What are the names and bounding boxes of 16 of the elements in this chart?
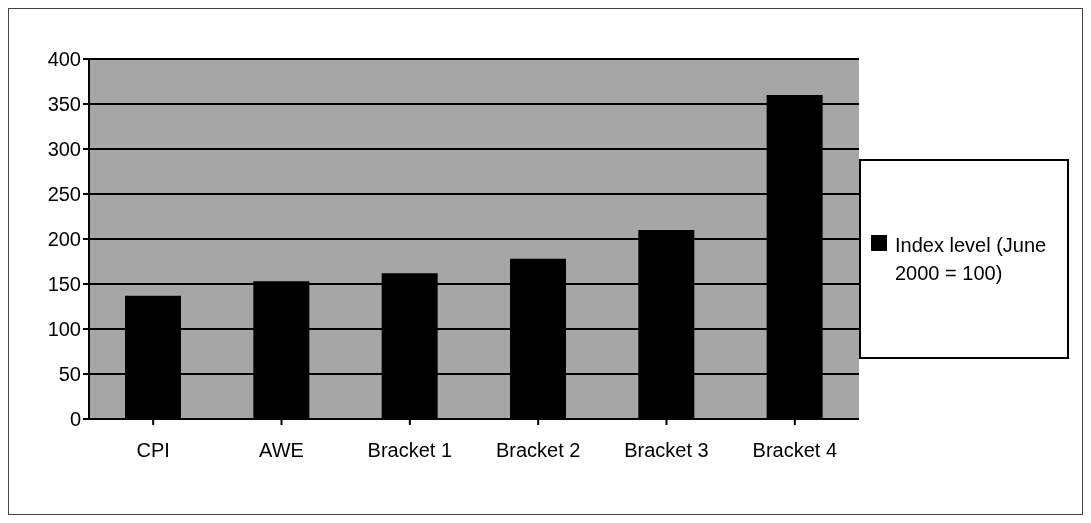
legend-label: Index level (June 2000 = 100) — [895, 233, 1048, 286]
y-tick-label: 400 — [47, 48, 81, 71]
y-tick-label: 200 — [47, 228, 81, 251]
y-tick-label: 300 — [47, 138, 81, 161]
x-tick-label: CPI — [136, 439, 170, 462]
y-tick-label: 50 — [58, 363, 81, 386]
y-tick-label: 350 — [47, 93, 81, 116]
x-tick-label: AWE — [259, 439, 304, 462]
y-tick-label: 100 — [47, 318, 81, 341]
x-tick-label: Bracket 1 — [367, 439, 453, 462]
y-tick-label: 250 — [47, 183, 81, 206]
x-tick-label: Bracket 4 — [752, 439, 838, 462]
y-tick-label: 150 — [47, 273, 81, 296]
x-tick-label: Bracket 3 — [624, 439, 709, 462]
y-tick-label: 0 — [69, 408, 81, 431]
x-tick-label: Bracket 2 — [495, 439, 581, 462]
